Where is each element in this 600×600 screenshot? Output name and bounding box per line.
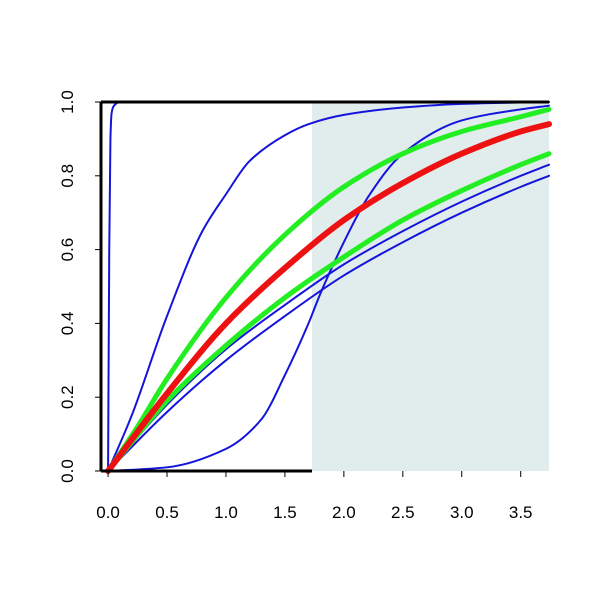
y-tick-label: 0.6: [58, 238, 77, 262]
x-tick-label: 2.5: [391, 503, 415, 522]
series-layer: [105, 100, 552, 474]
x-tick-label: 1.5: [273, 503, 297, 522]
shaded-region-layer: [312, 102, 549, 471]
y-tick-label: 0.8: [58, 164, 77, 188]
blue-series-line-4: [107, 174, 550, 472]
tick-labels: 0.0 0.5 1.0 1.5 2.0 2.5 3.0 3.5 0.0 0.2 0.4 0.6 0.8 1…: [58, 90, 533, 522]
x-tick-label: 3.5: [509, 503, 533, 522]
shaded-region: [312, 102, 549, 471]
green-series-line-6: [105, 106, 552, 474]
x-tick-label: 3.0: [450, 503, 474, 522]
blue-series-line-3: [107, 104, 550, 472]
red-series-line-8: [105, 121, 552, 474]
y-tick-label: 0.2: [58, 385, 77, 409]
y-tick-label: 1.0: [58, 90, 77, 114]
axes: [95, 100, 549, 477]
y-tick-label: 0.0: [58, 459, 77, 483]
x-tick-label: 2.0: [332, 503, 356, 522]
green-series-line-7: [105, 151, 552, 474]
x-tick-label: 0.0: [96, 503, 120, 522]
x-tick-label: 1.0: [214, 503, 238, 522]
blue-series-line-2: [107, 101, 550, 472]
x-tick-label: 0.5: [155, 503, 179, 522]
y-tick-label: 0.4: [58, 312, 77, 336]
blue-series-line-5: [107, 163, 550, 472]
